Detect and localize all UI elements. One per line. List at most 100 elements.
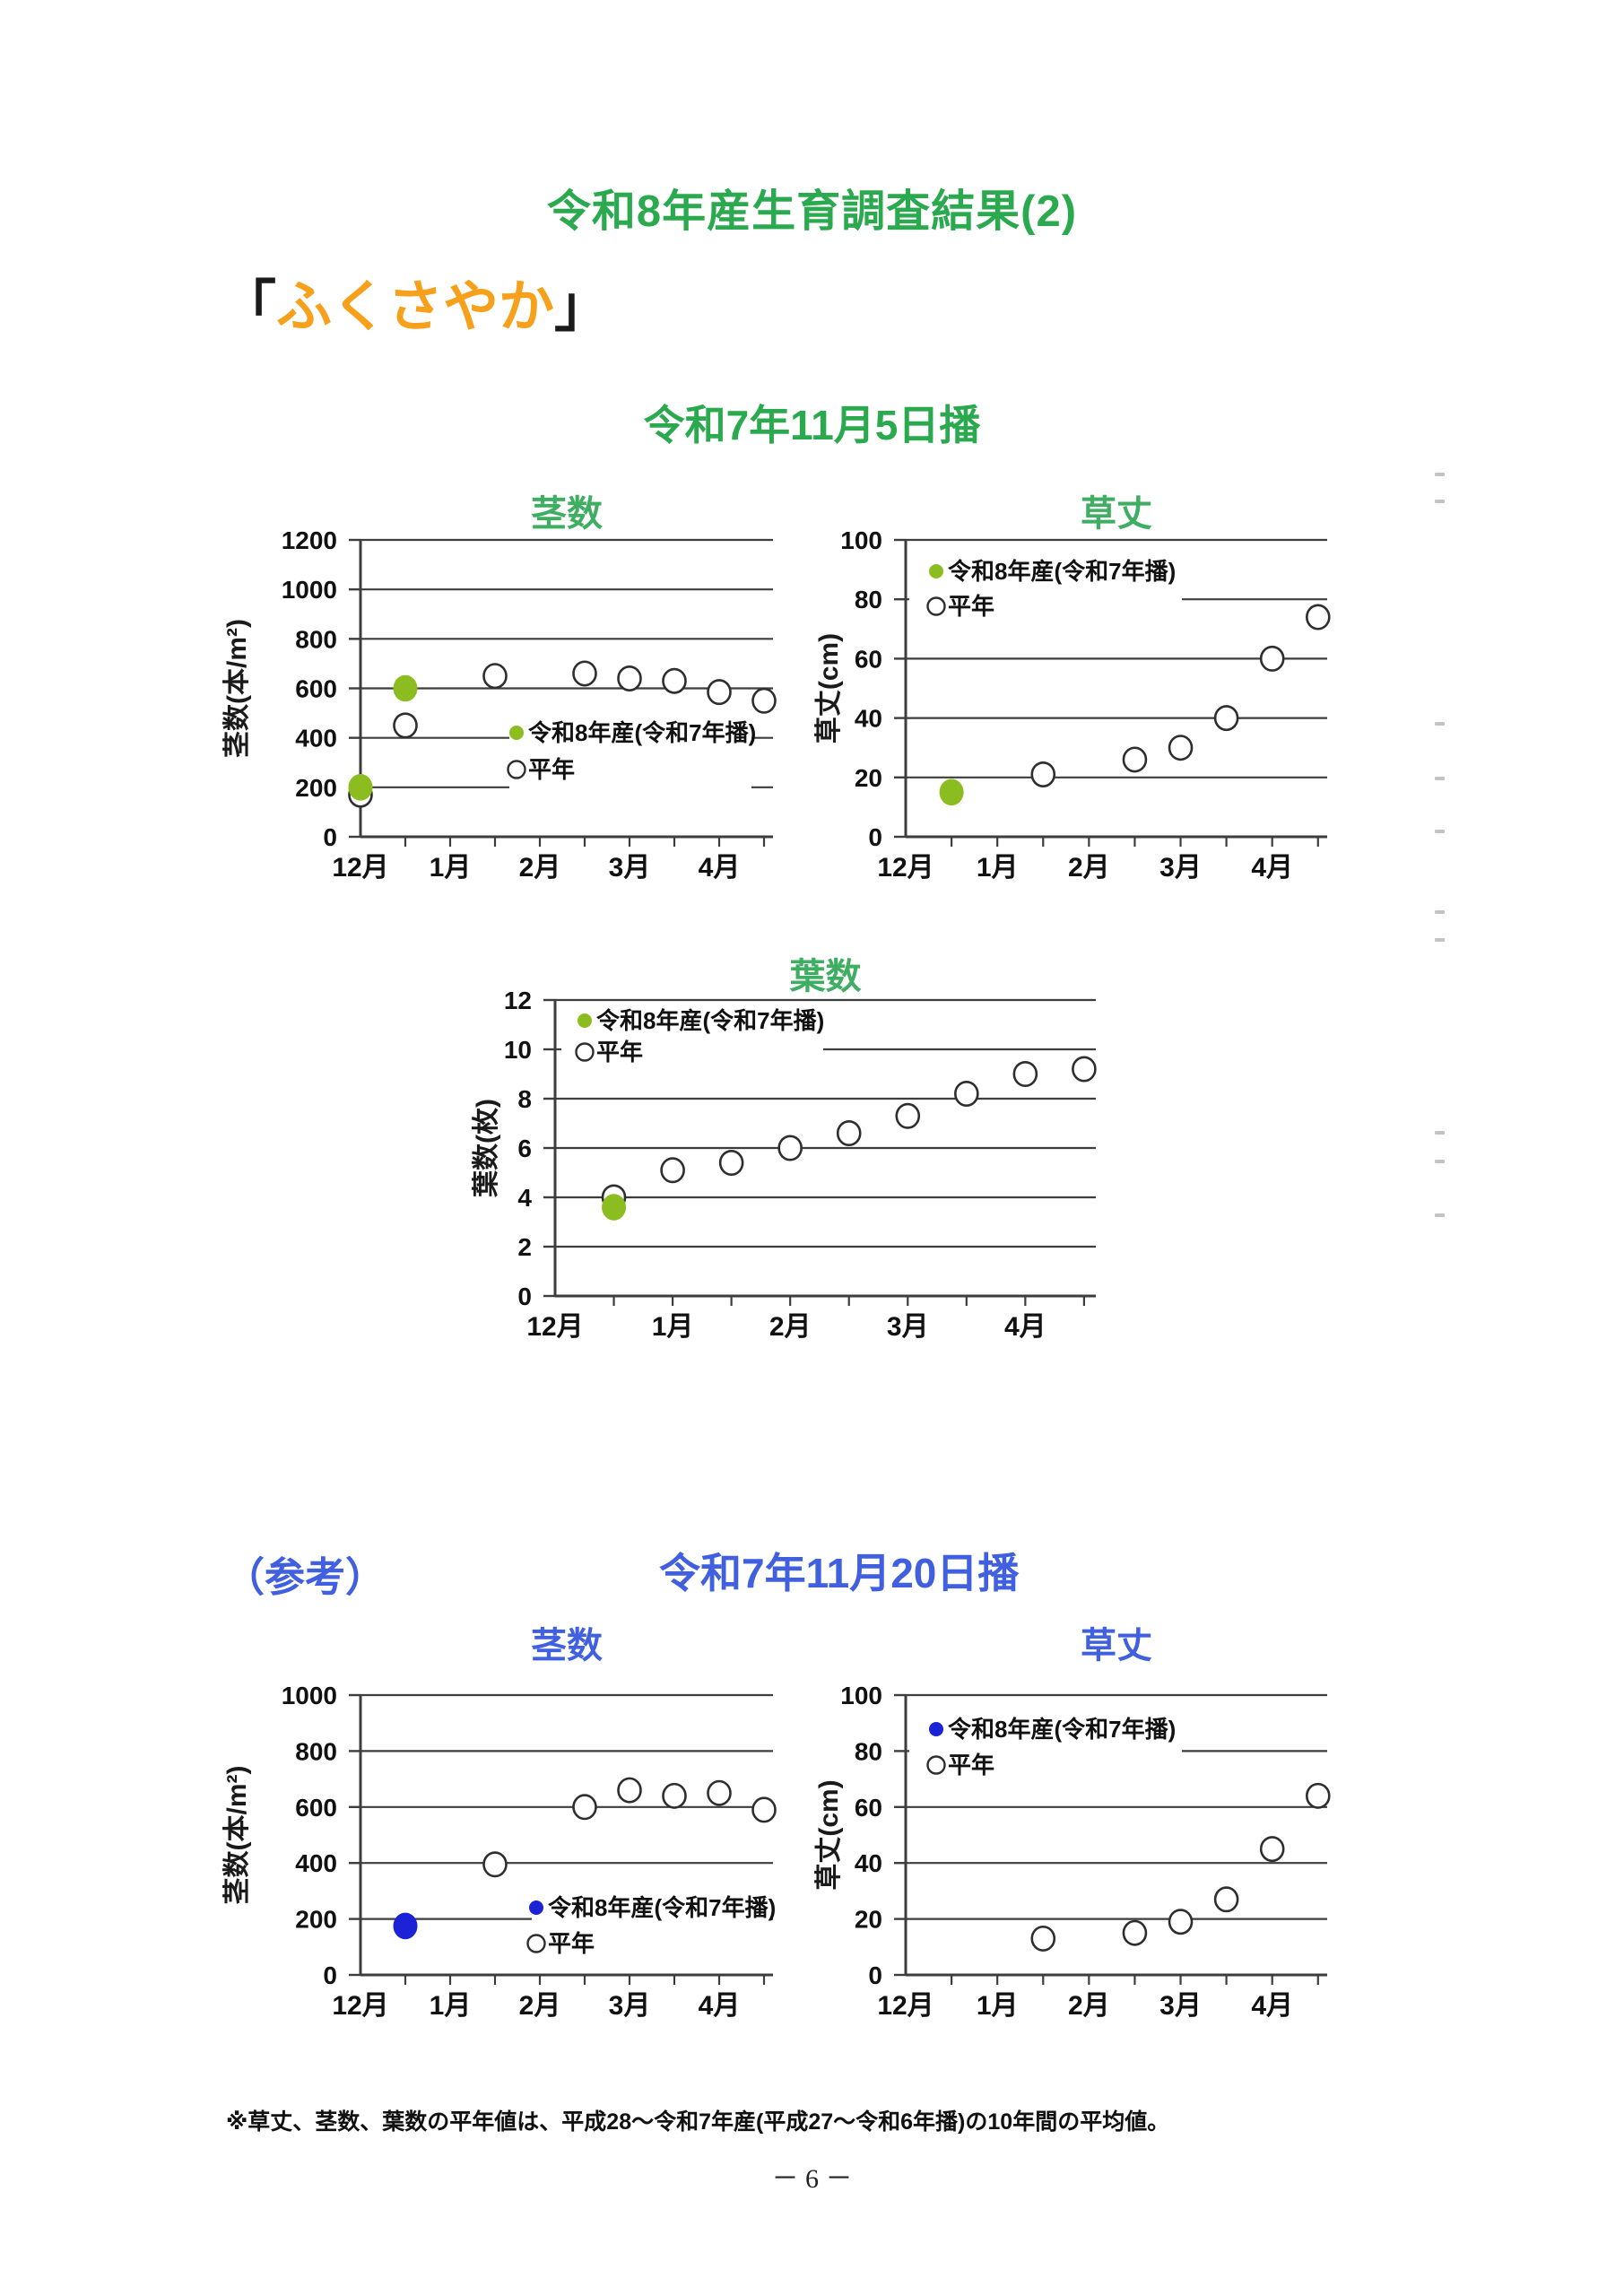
svg-text:8: 8 — [517, 1085, 532, 1113]
svg-text:12月: 12月 — [877, 1991, 934, 2021]
svg-text:0: 0 — [868, 823, 882, 851]
svg-text:100: 100 — [840, 1682, 882, 1709]
svg-text:1000: 1000 — [282, 1682, 337, 1709]
svg-text:1000: 1000 — [282, 576, 337, 604]
scan-artifact-dash — [1435, 722, 1445, 726]
svg-text:0: 0 — [323, 1961, 337, 1989]
svg-text:平年: 平年 — [948, 593, 994, 620]
svg-text:2: 2 — [517, 1233, 532, 1261]
page-title: 令和8年産生育調査結果(2) — [546, 187, 1078, 236]
scan-artifact-dash — [1435, 473, 1445, 476]
svg-text:令和8年産(令和7年播): 令和8年産(令和7年播) — [596, 1007, 824, 1034]
variety-close-bracket: 」 — [554, 276, 611, 338]
svg-text:4月: 4月 — [699, 853, 741, 883]
svg-text:1月: 1月 — [652, 1312, 694, 1342]
svg-text:12月: 12月 — [526, 1312, 583, 1342]
svg-text:2月: 2月 — [519, 1991, 561, 2021]
svg-text:6: 6 — [517, 1135, 532, 1162]
svg-text:4月: 4月 — [1004, 1312, 1046, 1342]
svg-text:茎数: 茎数 — [531, 494, 603, 534]
svg-text:1月: 1月 — [977, 853, 1019, 883]
sowing-date-2-heading: 令和7年11月20日播 — [659, 1550, 1020, 1596]
variety-name: ふくさやか — [276, 276, 555, 338]
scan-artifact-dash — [1435, 1160, 1445, 1163]
svg-text:1月: 1月 — [977, 1991, 1019, 2021]
svg-text:葉数: 葉数 — [789, 957, 862, 996]
svg-text:1200: 1200 — [282, 526, 337, 554]
svg-text:平年: 平年 — [948, 1752, 994, 1779]
scan-artifact-dash — [1435, 500, 1445, 503]
svg-text:80: 80 — [855, 586, 882, 613]
svg-text:草丈: 草丈 — [1081, 1626, 1152, 1665]
svg-text:令和8年産(令和7年播): 令和8年産(令和7年播) — [948, 1716, 1176, 1743]
svg-text:40: 40 — [855, 1849, 882, 1877]
svg-text:3月: 3月 — [1159, 853, 1202, 883]
svg-text:2月: 2月 — [1068, 1991, 1110, 2021]
scan-artifact-dash — [1435, 1213, 1445, 1217]
svg-text:草丈(cm): 草丈(cm) — [814, 1779, 844, 1890]
svg-text:40: 40 — [855, 705, 882, 733]
scan-artifact-dash — [1435, 830, 1445, 833]
svg-text:0: 0 — [517, 1283, 532, 1310]
svg-text:12月: 12月 — [332, 1991, 388, 2021]
svg-text:60: 60 — [855, 1794, 882, 1822]
svg-text:茎数(本/m²): 茎数(本/m²) — [222, 1766, 252, 1905]
svg-text:令和8年産(令和7年播): 令和8年産(令和7年播) — [528, 719, 756, 746]
svg-text:100: 100 — [840, 526, 882, 554]
variety-heading: 「ふくさやか」 — [221, 274, 610, 341]
svg-text:200: 200 — [295, 774, 337, 802]
svg-text:2月: 2月 — [519, 853, 561, 883]
svg-text:草丈: 草丈 — [1081, 494, 1152, 534]
svg-text:3月: 3月 — [609, 1991, 651, 2021]
svg-text:2月: 2月 — [1068, 853, 1110, 883]
sowing-date-1-heading: 令和7年11月5日播 — [643, 402, 981, 448]
svg-text:20: 20 — [855, 1906, 882, 1934]
svg-text:80: 80 — [855, 1737, 882, 1765]
svg-text:12月: 12月 — [877, 853, 934, 883]
svg-text:400: 400 — [295, 725, 337, 752]
svg-text:葉数(枚): 葉数(枚) — [472, 1099, 501, 1198]
svg-text:1月: 1月 — [430, 1991, 472, 2021]
svg-text:令和8年産(令和7年播): 令和8年産(令和7年播) — [948, 558, 1176, 585]
svg-text:600: 600 — [295, 1794, 337, 1822]
svg-text:2月: 2月 — [769, 1312, 812, 1342]
svg-text:4月: 4月 — [1251, 853, 1293, 883]
svg-text:4月: 4月 — [699, 1991, 741, 2021]
reference-label: （参考） — [224, 1554, 386, 1600]
page-number: － 6 － — [771, 2164, 853, 2194]
svg-text:200: 200 — [295, 1906, 337, 1934]
svg-text:3月: 3月 — [609, 853, 651, 883]
scan-artifact-dash — [1435, 938, 1445, 942]
svg-text:令和8年産(令和7年播): 令和8年産(令和7年播) — [548, 1894, 776, 1921]
svg-text:20: 20 — [855, 764, 882, 792]
svg-text:4月: 4月 — [1251, 1991, 1293, 2021]
svg-text:草丈(cm): 草丈(cm) — [814, 633, 844, 744]
svg-text:茎数: 茎数 — [531, 1626, 603, 1665]
svg-text:茎数(本/m²): 茎数(本/m²) — [222, 619, 252, 758]
svg-text:平年: 平年 — [528, 756, 575, 783]
footnote: ※草丈、茎数、葉数の平年値は、平成28～令和7年産(平成27～令和6年播)の10… — [226, 2109, 1170, 2135]
scan-artifact-dash — [1435, 910, 1445, 914]
svg-text:600: 600 — [295, 675, 337, 703]
svg-text:3月: 3月 — [887, 1312, 929, 1342]
svg-text:12: 12 — [504, 987, 532, 1014]
scan-artifact-dash — [1435, 777, 1445, 780]
svg-text:0: 0 — [323, 823, 337, 851]
svg-text:60: 60 — [855, 645, 882, 673]
svg-text:0: 0 — [868, 1961, 882, 1989]
svg-text:平年: 平年 — [548, 1930, 595, 1957]
svg-text:800: 800 — [295, 625, 337, 653]
svg-text:400: 400 — [295, 1849, 337, 1877]
scan-artifact-dash — [1435, 1131, 1445, 1135]
svg-text:平年: 平年 — [596, 1039, 643, 1065]
svg-text:4: 4 — [517, 1184, 532, 1212]
svg-text:12月: 12月 — [332, 853, 388, 883]
svg-text:1月: 1月 — [430, 853, 472, 883]
svg-text:800: 800 — [295, 1737, 337, 1765]
